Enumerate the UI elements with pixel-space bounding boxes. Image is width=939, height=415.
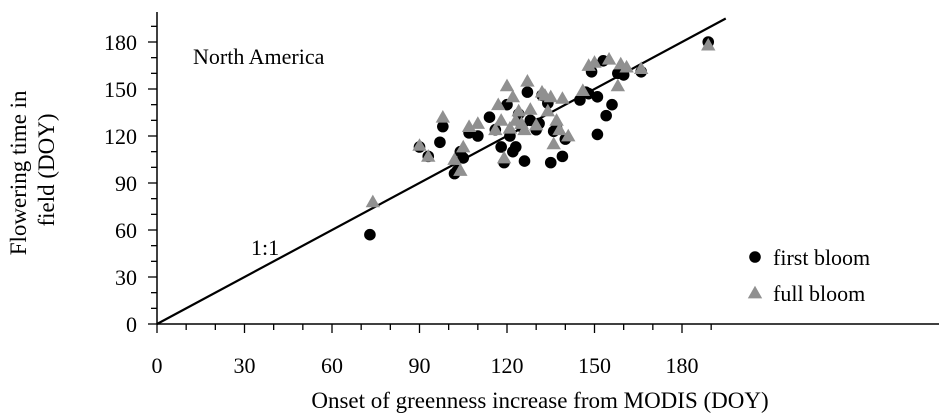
full-bloom-point [453,163,468,176]
legend-label-full-bloom: full bloom [773,281,865,306]
first-bloom-point [483,111,496,123]
y-tick-label: 60 [115,218,137,243]
one-to-one-label: 1:1 [251,235,279,260]
full-bloom-point [365,194,381,208]
legend: first bloom full bloom [747,245,870,306]
first-bloom-point [437,120,449,133]
x-axis-label: Onset of greenness increase from MODIS (… [311,388,768,413]
full-bloom-point [549,113,564,126]
first-bloom-point [518,155,531,167]
first-bloom-point [521,86,534,98]
legend-label-first-bloom: first bloom [773,245,870,270]
y-axis-ticks: 0 30 60 90 120 150 180 [104,25,157,337]
y-tick-label: 180 [104,30,137,55]
y-axis-label: Flowering time in field (DOY) [6,85,59,256]
full-bloom-point [633,61,649,75]
y-tick-label: 120 [104,124,137,149]
x-tick-label: 0 [152,353,163,378]
first-bloom-point [544,156,557,169]
full-bloom-point [493,113,509,126]
y-tick-label: 0 [126,312,137,337]
full-bloom-point [610,78,626,92]
y-axis-label-line-2: field (DOY) [34,113,59,226]
full-bloom-point [701,37,716,51]
first-bloom-point [600,109,612,122]
full-bloom-point [555,91,570,104]
first-bloom-point [495,141,507,153]
first-bloom-point [364,228,376,241]
legend-marker-first-bloom [749,251,761,263]
full-bloom-point [517,122,532,136]
first-bloom-point [556,150,569,163]
full-bloom-point [523,102,538,115]
x-tick-label: 120 [491,353,524,378]
series-first-bloom [364,36,715,241]
full-bloom-point [435,110,451,123]
full-bloom-point [520,73,535,87]
axes: 0 30 60 90 120 150 180 0 30 60 90 120 150 180 [104,12,939,378]
full-bloom-point [540,103,556,117]
full-bloom-point [619,59,634,73]
y-axis-label-line-1: Flowering time in [6,90,31,255]
full-bloom-point [470,116,486,129]
full-bloom-point [601,52,617,65]
full-bloom-point [488,122,503,136]
full-bloom-point [546,136,561,150]
x-tick-label: 90 [409,353,431,378]
first-bloom-point [591,91,604,103]
full-bloom-point [587,55,602,68]
full-bloom-point [491,97,506,111]
first-bloom-point [457,152,470,164]
full-bloom-point [528,117,544,131]
first-bloom-point [591,128,604,141]
full-bloom-point [561,128,576,142]
series-full-bloom [365,37,716,208]
x-tick-label: 30 [234,353,256,378]
y-tick-label: 150 [104,77,137,102]
first-bloom-point [509,141,522,153]
full-bloom-point [499,78,515,92]
first-bloom-point [434,136,446,149]
full-bloom-point [412,138,427,151]
x-tick-label: 150 [578,353,611,378]
full-bloom-point [552,122,567,136]
first-bloom-point [606,98,618,111]
full-bloom-point [447,152,462,165]
full-bloom-point [496,150,512,164]
region-annotation: North America [193,44,325,69]
full-bloom-point [511,103,526,117]
data-points [364,36,716,241]
x-tick-label: 60 [321,353,343,378]
first-bloom-point [472,130,484,142]
y-tick-label: 30 [115,265,137,290]
full-bloom-point [502,120,518,134]
full-bloom-point [575,83,591,96]
x-tick-label: 180 [666,353,699,378]
x-axis-ticks: 0 30 60 90 120 150 180 [152,324,712,378]
full-bloom-point [505,89,521,103]
full-bloom-point [421,149,436,162]
legend-marker-full-bloom [747,285,763,299]
full-bloom-point [456,139,471,153]
full-bloom-point [543,89,558,103]
y-tick-label: 90 [115,171,137,196]
